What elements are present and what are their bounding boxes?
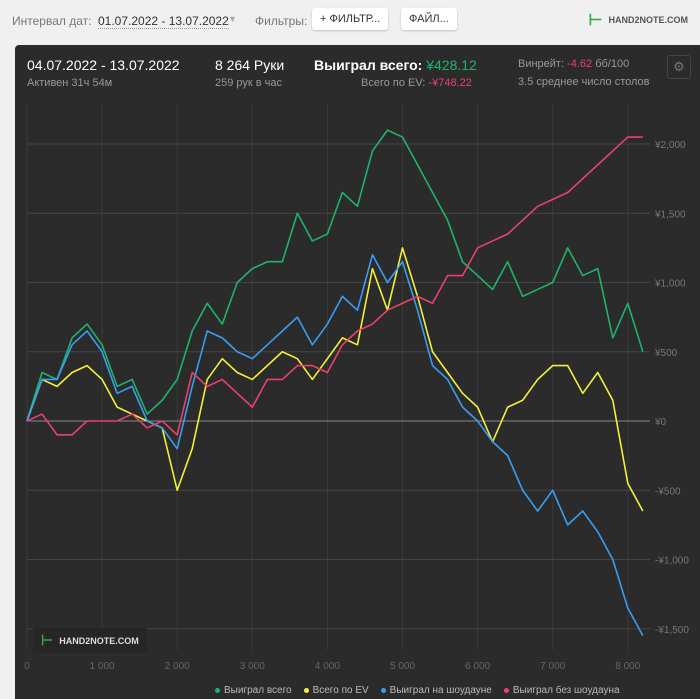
x-tick-label: 2 000	[165, 661, 190, 672]
file-button[interactable]: ФАЙЛ...	[401, 8, 457, 30]
graph-panel: 04.07.2022 - 13.07.2022 Активен 31ч 54м …	[15, 45, 700, 699]
x-tick-label: 3 000	[240, 661, 265, 672]
series-line-2	[26, 254, 644, 637]
series-line-3	[26, 136, 643, 436]
legend-item-won[interactable]: Выиграл всего	[215, 685, 292, 696]
logo-icon: ⊢	[588, 12, 603, 29]
x-tick-label: 1 000	[90, 661, 115, 672]
y-tick-label: -¥1,500	[655, 625, 689, 636]
series-line-1	[26, 247, 644, 512]
date-range-label: Интервал дат:	[12, 14, 92, 28]
winrate-value: -4.62	[567, 58, 593, 70]
active-time: Активен 31ч 54м	[27, 77, 113, 89]
period: 04.07.2022 - 13.07.2022	[27, 57, 180, 73]
logo-text: HAND2NOTE.COM	[608, 15, 688, 25]
toolbar: Интервал дат: 01.07.2022 - 13.07.2022 ▼ …	[0, 8, 700, 36]
y-tick-label: ¥1,000	[654, 279, 686, 290]
y-tick-label: -¥1,000	[655, 556, 689, 567]
x-tick-label: 0	[24, 661, 30, 672]
ev-label: Всего по EV:	[361, 77, 426, 89]
legend-item-showdown[interactable]: Выиграл на шоудауне	[380, 685, 492, 696]
x-tick-label: 5 000	[390, 661, 415, 672]
winrate-unit: бб/100	[595, 58, 630, 70]
logo-icon: ⊢	[41, 632, 54, 648]
graph-chart: 0 1 000 2 000 3 000 4 000 5 000 6 000 7 000 8 00…	[24, 103, 689, 672]
date-range-select[interactable]: 01.07.2022 - 13.07.2022	[98, 14, 229, 29]
chevron-down-icon[interactable]: ▼	[228, 14, 237, 24]
y-tick-label: ¥2,000	[654, 140, 686, 151]
avg-tables: 3.5 среднее число столов	[518, 76, 650, 88]
series-line-0	[26, 129, 644, 422]
won-value: ¥428.12	[426, 57, 477, 73]
legend-item-non-showdown[interactable]: Выиграл без шоудауна	[503, 685, 620, 696]
hands-per-hour: 259 рук в час	[215, 77, 283, 89]
winrate-label: Винрейт:	[518, 58, 565, 70]
hands-count: 8 264 Руки	[215, 57, 285, 73]
x-tick-label: 8 000	[615, 661, 640, 672]
ev-value: -¥748.22	[428, 77, 472, 89]
watermark-text: HAND2NOTE.COM	[59, 635, 139, 646]
legend: Выиграл всего Всего по EV Выиграл на шоу…	[215, 685, 620, 696]
add-filter-button[interactable]: + ФИЛЬТР...	[312, 8, 389, 30]
watermark: ⊢ HAND2NOTE.COM	[33, 628, 147, 653]
y-tick-label: -¥500	[655, 486, 681, 497]
x-tick-label: 4 000	[315, 661, 340, 672]
y-tick-label: ¥0	[654, 417, 667, 428]
x-tick-label: 6 000	[465, 661, 490, 672]
won-label: Выиграл всего:	[314, 57, 423, 73]
y-tick-label: ¥500	[654, 348, 678, 359]
brand-logo: ⊢ HAND2NOTE.COM	[589, 10, 688, 30]
filters-label: Фильтры:	[255, 14, 308, 28]
settings-gear-icon[interactable]: ⚙	[667, 55, 691, 79]
legend-item-ev[interactable]: Всего по EV	[303, 685, 369, 696]
x-tick-label: 7 000	[540, 661, 565, 672]
y-tick-label: ¥1,500	[654, 209, 686, 220]
